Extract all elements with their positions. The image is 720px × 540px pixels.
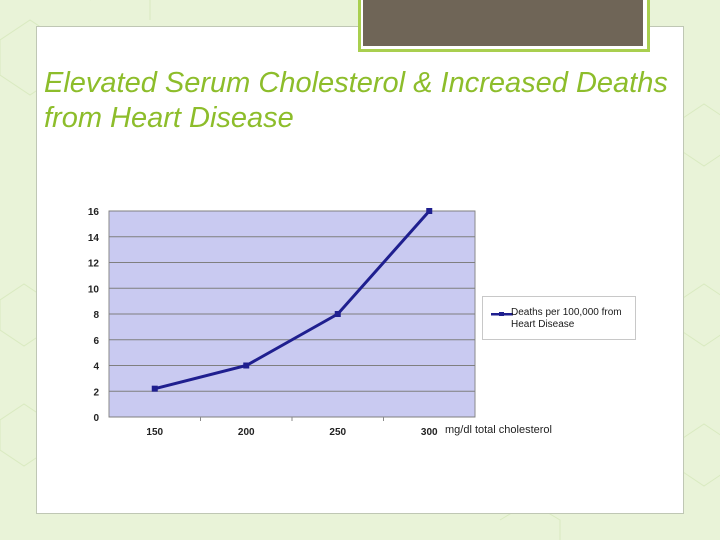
x-axis-title: mg/dl total cholesterol bbox=[445, 424, 552, 436]
series-line bbox=[154, 210, 431, 391]
y-tick-label: 14 bbox=[88, 233, 100, 244]
x-tick-label: 150 bbox=[146, 427, 163, 438]
accent-box bbox=[363, 0, 643, 46]
data-point-marker bbox=[426, 208, 433, 214]
x-tick-label: 250 bbox=[329, 427, 346, 438]
legend-label: Deaths per 100,000 from Heart Disease bbox=[511, 307, 622, 330]
y-tick-label: 4 bbox=[93, 362, 99, 373]
x-tick-label: 300 bbox=[421, 427, 438, 438]
legend: Deaths per 100,000 from Heart Disease bbox=[482, 296, 636, 340]
data-point-marker bbox=[243, 362, 250, 369]
y-tick-label: 2 bbox=[93, 387, 99, 398]
y-tick-label: 8 bbox=[93, 310, 99, 321]
y-tick-label: 6 bbox=[93, 336, 99, 347]
y-tick-label: 0 bbox=[93, 413, 99, 424]
slide-title: Elevated Serum Cholesterol & Increased D… bbox=[44, 67, 668, 134]
x-tick-label: 200 bbox=[238, 427, 255, 438]
y-tick-label: 10 bbox=[88, 284, 100, 295]
data-point-marker bbox=[334, 311, 341, 317]
legend-swatch bbox=[491, 312, 513, 316]
data-point-marker bbox=[151, 385, 158, 392]
y-tick-label: 16 bbox=[88, 207, 100, 218]
y-tick-label: 12 bbox=[88, 259, 100, 270]
